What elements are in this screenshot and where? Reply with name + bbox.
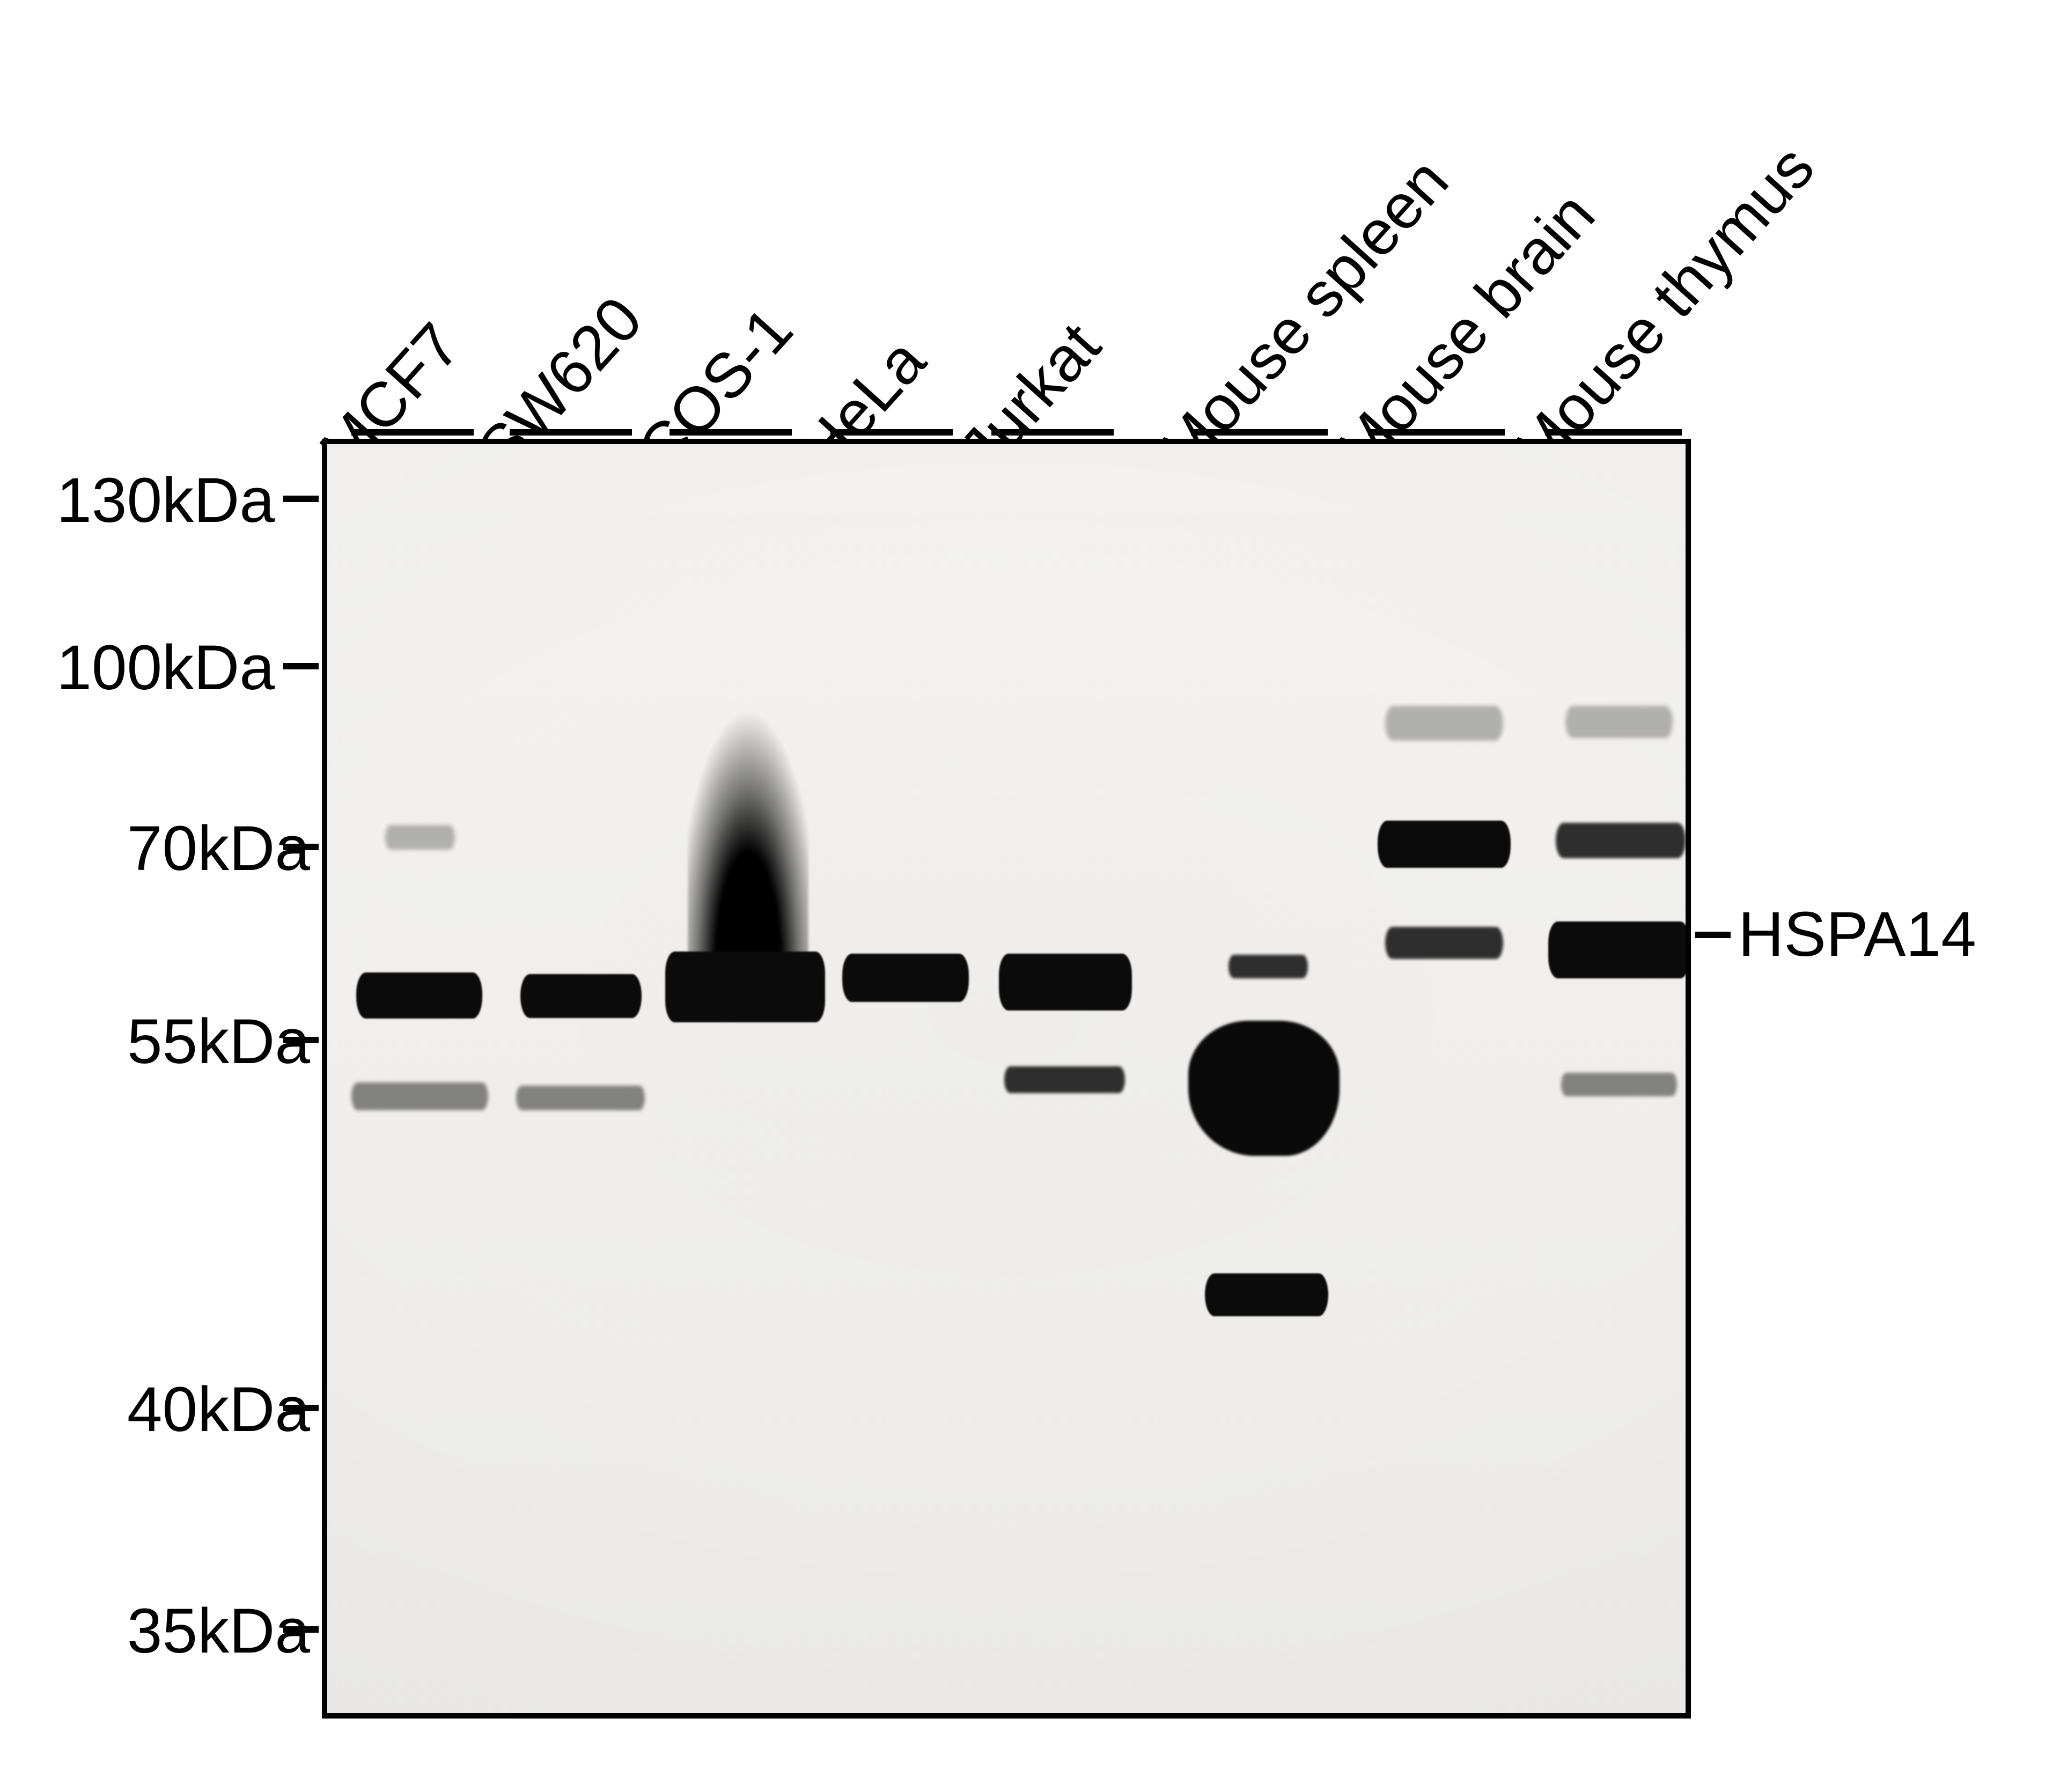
mw-label-0: 130kDa — [23, 464, 275, 537]
band-2 — [385, 825, 455, 850]
band-10 — [1228, 955, 1308, 978]
band-7 — [842, 954, 969, 1002]
lane-underline-6 — [1368, 429, 1505, 436]
lane-underline-3 — [830, 429, 953, 436]
band-9 — [1004, 1066, 1125, 1093]
lane-underline-0 — [351, 429, 474, 436]
lane-underline-5 — [1191, 429, 1328, 436]
mw-tick-5 — [283, 1626, 319, 1633]
band-0 — [356, 972, 482, 1019]
band-8 — [999, 954, 1132, 1011]
mw-label-1: 100kDa — [23, 631, 275, 704]
lane-underline-1 — [510, 429, 632, 436]
blot-frame — [322, 439, 1691, 1719]
western-blot-figure: MCF7 SW620 COS-1 HeLa Jurkat Mouse splee… — [0, 0, 2060, 1792]
band-14 — [1378, 821, 1511, 868]
mw-label-5: 35kDa — [58, 1595, 310, 1668]
band-1 — [351, 1082, 488, 1110]
band-17 — [1548, 921, 1690, 978]
mw-label-2: 70kDa — [58, 812, 310, 885]
band-5 — [688, 711, 808, 969]
target-tick — [1695, 932, 1731, 938]
band-18 — [1561, 1073, 1677, 1096]
mw-tick-4 — [283, 1405, 319, 1411]
band-3 — [520, 974, 642, 1018]
band-6 — [665, 952, 825, 1022]
band-11 — [1188, 1021, 1340, 1156]
band-4 — [516, 1086, 645, 1110]
mw-tick-3 — [283, 1037, 319, 1043]
band-13 — [1385, 706, 1503, 741]
mw-tick-2 — [283, 844, 319, 850]
lane-underline-4 — [991, 429, 1114, 436]
mw-label-4: 40kDa — [58, 1373, 310, 1446]
mw-tick-0 — [283, 496, 319, 502]
band-19 — [1565, 706, 1673, 738]
mw-tick-1 — [283, 663, 319, 669]
target-label: HSPA14 — [1738, 898, 1976, 971]
lane-underline-7 — [1545, 429, 1682, 436]
mw-label-3: 55kDa — [58, 1005, 310, 1078]
lane-underline-2 — [670, 429, 792, 436]
band-12 — [1205, 1273, 1328, 1316]
band-15 — [1385, 927, 1503, 959]
band-16 — [1556, 823, 1686, 858]
